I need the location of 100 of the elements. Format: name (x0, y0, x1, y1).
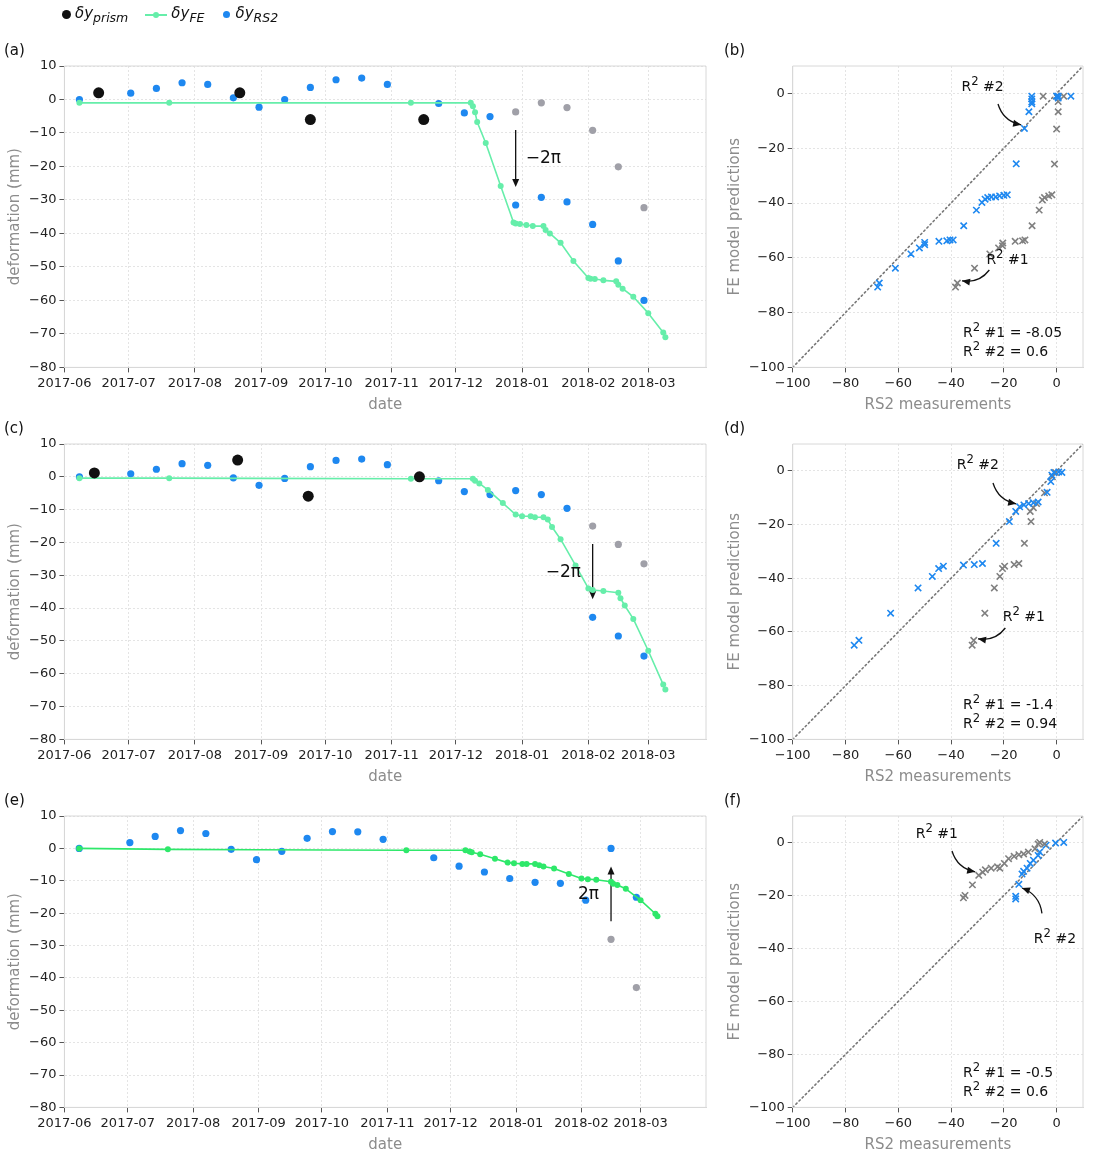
chart-title: (c) (4, 418, 24, 437)
y-tick-label: −60 (29, 1034, 57, 1050)
y-tick-label: −70 (29, 697, 57, 713)
x-tick-label: 2017-09 (231, 1114, 286, 1130)
y-tick-label: −30 (29, 191, 57, 207)
y-tick-label: −50 (29, 258, 57, 274)
x-tick-label: 2017-06 (37, 746, 92, 762)
y-tick-label: −40 (29, 599, 57, 615)
x-tick-label: 2017-07 (101, 374, 156, 390)
x-tick-label: 2018-01 (494, 746, 550, 762)
x-tick-label: 2017-06 (37, 374, 92, 390)
x-tick-label: −40 (937, 1114, 965, 1130)
annotation: R$^{2}$ #2 (956, 452, 999, 473)
x-tick-label: 2017-11 (364, 374, 419, 390)
x-tick-label: 2017-12 (428, 374, 483, 390)
annotation: R$^{2}$ #1 = -1.4 (963, 692, 1054, 713)
y-tick-label: −80 (757, 303, 785, 319)
x-tick-label: 2017-08 (167, 374, 223, 390)
y-tick-label: −10 (29, 124, 57, 140)
x-tick-label: 2017-09 (234, 374, 289, 390)
y-axis-title: FE model predictions (724, 512, 743, 671)
x-tick-label: 2017-10 (298, 746, 353, 762)
y-axis-title: deformation (mm) (4, 148, 23, 286)
y-tick-label: 10 (39, 807, 57, 823)
y-tick-label: −40 (757, 194, 785, 210)
y-tick-label: −80 (757, 677, 785, 693)
y-tick-label: −20 (757, 515, 785, 531)
y-tick-label: −30 (29, 566, 57, 582)
annotation: R$^{2}$ #2 = 0.94 (963, 711, 1058, 732)
y-tick-label: −60 (757, 992, 785, 1008)
y-tick-label: −40 (29, 969, 57, 985)
x-tick-label: 2017-07 (101, 746, 156, 762)
chart-title: (a) (4, 40, 25, 59)
y-axis-title: deformation (mm) (4, 893, 23, 1031)
y-tick-label: −60 (29, 665, 57, 681)
annotation: R$^{2}$ #1 (986, 246, 1029, 267)
y-tick-label: −70 (29, 1066, 57, 1082)
chart-title: (e) (4, 790, 25, 809)
legend-label: δy$_{FE}$ (171, 4, 205, 25)
y-tick-label: −20 (29, 157, 57, 173)
y-tick-label: −10 (29, 872, 57, 888)
y-tick-label: 0 (48, 468, 57, 484)
x-tick-label: 2018-02 (561, 374, 616, 390)
x-tick-label: 2018-03 (621, 374, 676, 390)
x-tick-label: 0 (1052, 746, 1061, 762)
y-tick-label: −40 (29, 224, 57, 240)
x-tick-label: 2018-02 (554, 1114, 609, 1130)
x-tick-label: 2018-02 (561, 746, 616, 762)
y-axis-title: FE model predictions (724, 882, 743, 1041)
x-tick-label: 2017-11 (360, 1114, 415, 1130)
y-axis-title: deformation (mm) (4, 523, 23, 661)
annotation: R$^{2}$ #2 (961, 73, 1004, 94)
annotation: R$^{2}$ #1 (1002, 603, 1045, 624)
y-tick-label: −80 (29, 1098, 57, 1114)
x-tick-label: −40 (937, 374, 965, 390)
annotation: 2π (578, 882, 600, 904)
x-tick-label: 2017-10 (294, 1114, 350, 1130)
x-tick-label: 2017-12 (428, 746, 483, 762)
y-tick-label: 0 (776, 462, 785, 478)
x-tick-label: −20 (990, 374, 1018, 390)
x-axis-title: RS2 measurements (864, 1134, 1012, 1153)
x-tick-label: 2017-10 (298, 374, 353, 390)
y-tick-label: −80 (29, 358, 57, 374)
x-axis-title: date (368, 766, 403, 785)
x-tick-label: 2017-12 (423, 1114, 478, 1130)
y-tick-label: −10 (29, 501, 57, 517)
y-tick-label: 0 (48, 839, 57, 855)
y-tick-label: −50 (29, 1001, 57, 1017)
x-tick-label: −60 (884, 1114, 912, 1130)
chart-title: (d) (724, 418, 746, 437)
x-tick-label: −80 (831, 746, 860, 762)
y-axis-title: FE model predictions (724, 137, 743, 296)
y-tick-label: −80 (757, 1045, 785, 1061)
y-tick-label: −20 (757, 139, 785, 155)
x-axis-title: RS2 measurements (864, 766, 1012, 785)
y-tick-label: −80 (29, 730, 57, 746)
y-tick-label: −60 (757, 623, 785, 639)
x-axis-title: date (368, 1134, 403, 1153)
x-tick-label: 2017-11 (364, 746, 419, 762)
x-tick-label: 2017-06 (37, 1114, 92, 1130)
y-tick-label: −30 (29, 936, 57, 952)
x-tick-label: 2017-08 (167, 746, 223, 762)
y-tick-label: −20 (29, 904, 57, 920)
annotation: R$^{2}$ #2 = 0.6 (963, 1079, 1049, 1100)
x-axis-title: RS2 measurements (864, 394, 1012, 413)
y-tick-label: −100 (748, 358, 785, 374)
chart-title: (f) (724, 790, 741, 809)
x-tick-label: 0 (1052, 374, 1061, 390)
x-tick-label: 2018-01 (488, 1114, 544, 1130)
x-tick-label: 0 (1052, 1114, 1061, 1130)
x-tick-label: −60 (884, 746, 912, 762)
x-tick-label: −40 (937, 746, 965, 762)
y-tick-label: 0 (48, 90, 57, 106)
x-axis-title: date (368, 394, 403, 413)
y-tick-label: 10 (39, 435, 57, 451)
y-tick-label: 10 (39, 57, 57, 73)
x-tick-label: −80 (831, 1114, 860, 1130)
x-tick-label: −20 (990, 1114, 1018, 1130)
y-tick-label: −100 (748, 1098, 785, 1114)
y-tick-label: 0 (776, 84, 785, 100)
